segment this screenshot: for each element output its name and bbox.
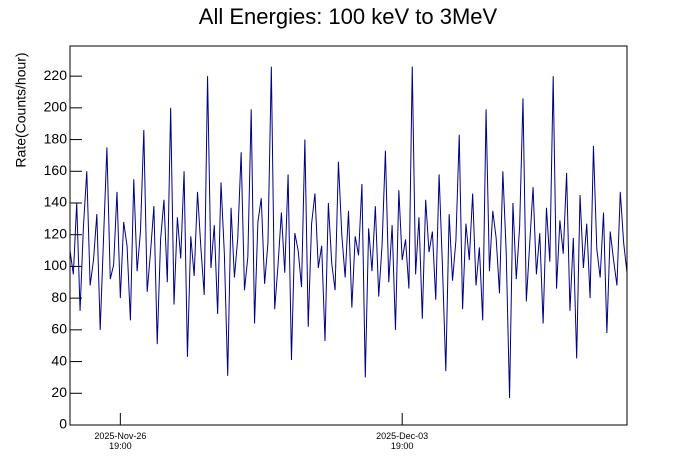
x-tick-label-line: 2025-Nov-26 xyxy=(94,431,146,441)
y-tick-label: 180 xyxy=(44,130,68,146)
y-tick-label: 20 xyxy=(51,384,67,400)
y-axis-label: Rate(Counts/hour) xyxy=(13,52,29,167)
y-tick-label: 100 xyxy=(44,257,68,273)
y-tick-label: 140 xyxy=(44,194,68,210)
x-tick-label: 2025-Nov-26 19:00 xyxy=(94,431,146,451)
y-tick-label: 120 xyxy=(44,225,68,241)
y-tick-label: 0 xyxy=(59,416,67,432)
y-tick-label: 220 xyxy=(44,67,68,83)
x-tick-label-line: 2025-Dec-03 xyxy=(376,431,428,441)
x-tick-label-line: 19:00 xyxy=(391,441,414,451)
x-tick-label: 2025-Dec-03 19:00 xyxy=(376,431,428,451)
chart-title: All Energies: 100 keV to 3MeV xyxy=(199,4,498,29)
y-tick-label: 40 xyxy=(51,352,67,368)
y-tick-label: 80 xyxy=(51,289,67,305)
plot-frame xyxy=(69,45,628,426)
y-tick-label: 60 xyxy=(51,321,67,337)
y-tick-label: 200 xyxy=(44,99,68,115)
data-line xyxy=(69,66,628,399)
y-tick-label: 160 xyxy=(44,162,68,178)
x-tick-label-line: 19:00 xyxy=(109,441,132,451)
